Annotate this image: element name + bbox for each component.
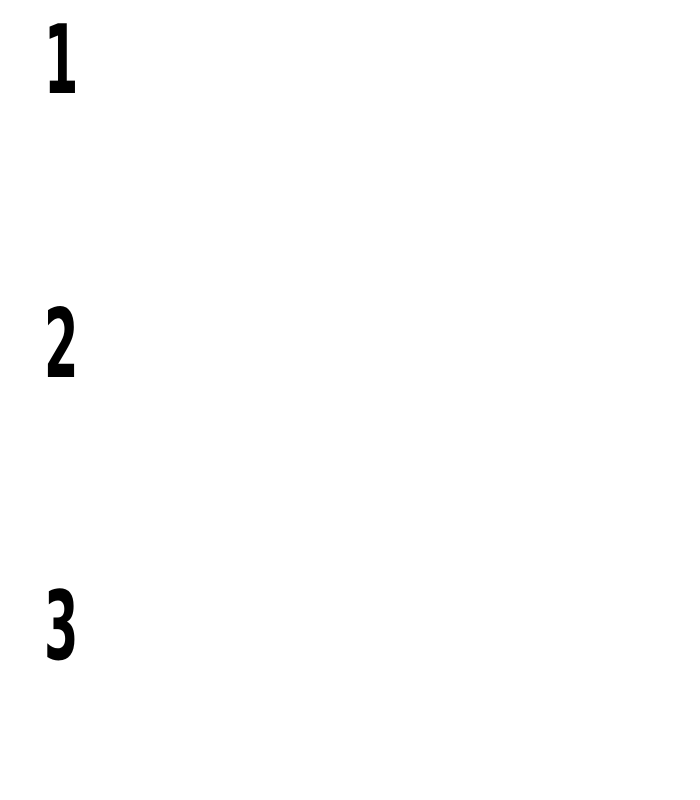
number-three: 3 — [44, 572, 79, 682]
number-two: 2 — [44, 290, 79, 400]
number-one: 1 — [44, 6, 79, 116]
